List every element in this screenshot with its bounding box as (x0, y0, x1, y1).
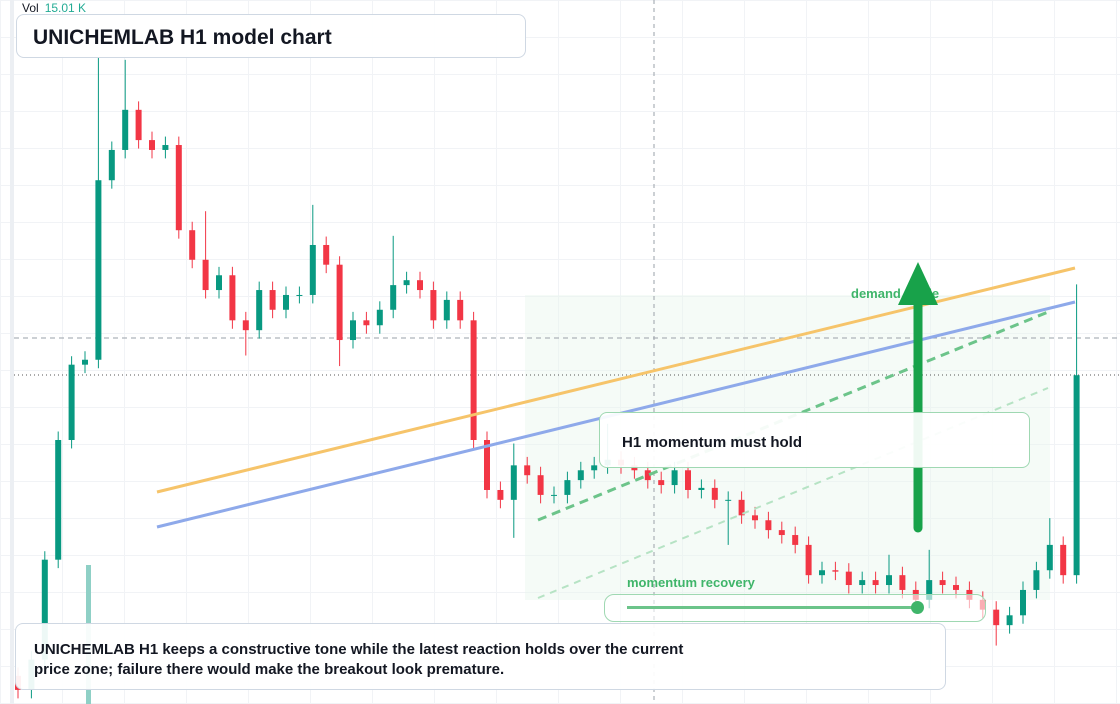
candle-body (350, 320, 356, 341)
recovery-line (627, 606, 919, 609)
candle-body (497, 489, 504, 500)
candle-body (189, 230, 196, 260)
candle-body (376, 309, 383, 326)
title: UNICHEMLAB H1 model chart (33, 26, 332, 49)
candle-body (644, 470, 651, 481)
candle-body (269, 290, 276, 310)
note: UNICHEMLAB H1 keeps a constructive tone … (34, 641, 684, 678)
candle-body (591, 465, 598, 471)
candle-body (953, 585, 959, 590)
candle-body (819, 570, 825, 576)
momentum-label: H1 momentum must hold (622, 434, 803, 451)
candle-body (41, 559, 48, 660)
candle-body (417, 280, 423, 291)
candle-body (564, 480, 571, 495)
recovery-label: momentum recovery (627, 575, 755, 590)
candle-body (832, 570, 839, 572)
candle-body (457, 299, 464, 321)
candle-body (886, 575, 892, 586)
candle-body (738, 499, 745, 516)
arrow-head (898, 262, 938, 305)
candle-body (1020, 589, 1026, 616)
candle-body (537, 475, 544, 495)
candle-body (403, 280, 410, 286)
candle-body (671, 470, 678, 486)
candle-body (765, 520, 772, 531)
candle-body (510, 465, 517, 500)
candle-body (363, 320, 370, 326)
candle-body (470, 320, 477, 440)
candle-body (162, 145, 169, 150)
candle-body (82, 359, 88, 365)
candle-body (484, 440, 490, 490)
candle-body (242, 320, 249, 331)
note-box: UNICHEMLAB H1 keeps a constructive tone … (15, 623, 946, 690)
candle-body (1060, 544, 1067, 576)
candle-body (1033, 570, 1040, 590)
volume: Vol 15.01 K (22, 1, 86, 15)
candle-body (216, 275, 222, 291)
candle-body (68, 364, 75, 440)
volume-value: 15.01 K (44, 1, 87, 15)
candle-body (229, 275, 236, 321)
candle-body (658, 480, 665, 486)
candle-body (256, 290, 263, 331)
candle-body (805, 544, 812, 576)
candle-body (899, 575, 906, 590)
candle-body (135, 109, 142, 141)
candle-body (1046, 544, 1053, 571)
candle-body (872, 580, 879, 586)
candle-body (551, 494, 557, 496)
momentum-box: H1 momentum must hold (599, 412, 1030, 468)
candle-body (752, 515, 758, 521)
candle-body (725, 499, 732, 501)
candle-body (430, 290, 437, 321)
edge (10, 0, 14, 704)
candle-body (778, 530, 785, 536)
candle-body (390, 285, 397, 310)
volume-label: Vol (22, 1, 39, 15)
candle-body (443, 299, 450, 321)
candle-body (55, 440, 62, 560)
candle-body (296, 294, 303, 296)
recovery-box (604, 594, 986, 622)
candle-body (149, 140, 155, 150)
candle-body (698, 487, 705, 490)
candle-body (524, 465, 531, 476)
candle-body (926, 580, 933, 600)
candle-body (323, 244, 330, 265)
candle-body (202, 259, 209, 291)
candle-body (336, 264, 343, 341)
candle-body (108, 149, 115, 181)
candle-body (95, 180, 102, 360)
candle-body (792, 535, 799, 545)
candle-body (711, 487, 718, 500)
candle-body (859, 580, 866, 586)
candle-body (122, 109, 129, 150)
candle-body (1073, 375, 1080, 576)
candle-body (685, 470, 691, 490)
candle-body (577, 470, 584, 481)
candle-body (175, 145, 182, 231)
candle-body (283, 294, 289, 310)
candle-body (939, 580, 946, 586)
title-box: UNICHEMLAB H1 model chart (16, 14, 526, 58)
candle-body (309, 244, 316, 295)
candle-body (1006, 615, 1013, 626)
recovery-dot (911, 601, 924, 614)
candle-body (993, 609, 1000, 626)
candle-body (845, 571, 852, 586)
